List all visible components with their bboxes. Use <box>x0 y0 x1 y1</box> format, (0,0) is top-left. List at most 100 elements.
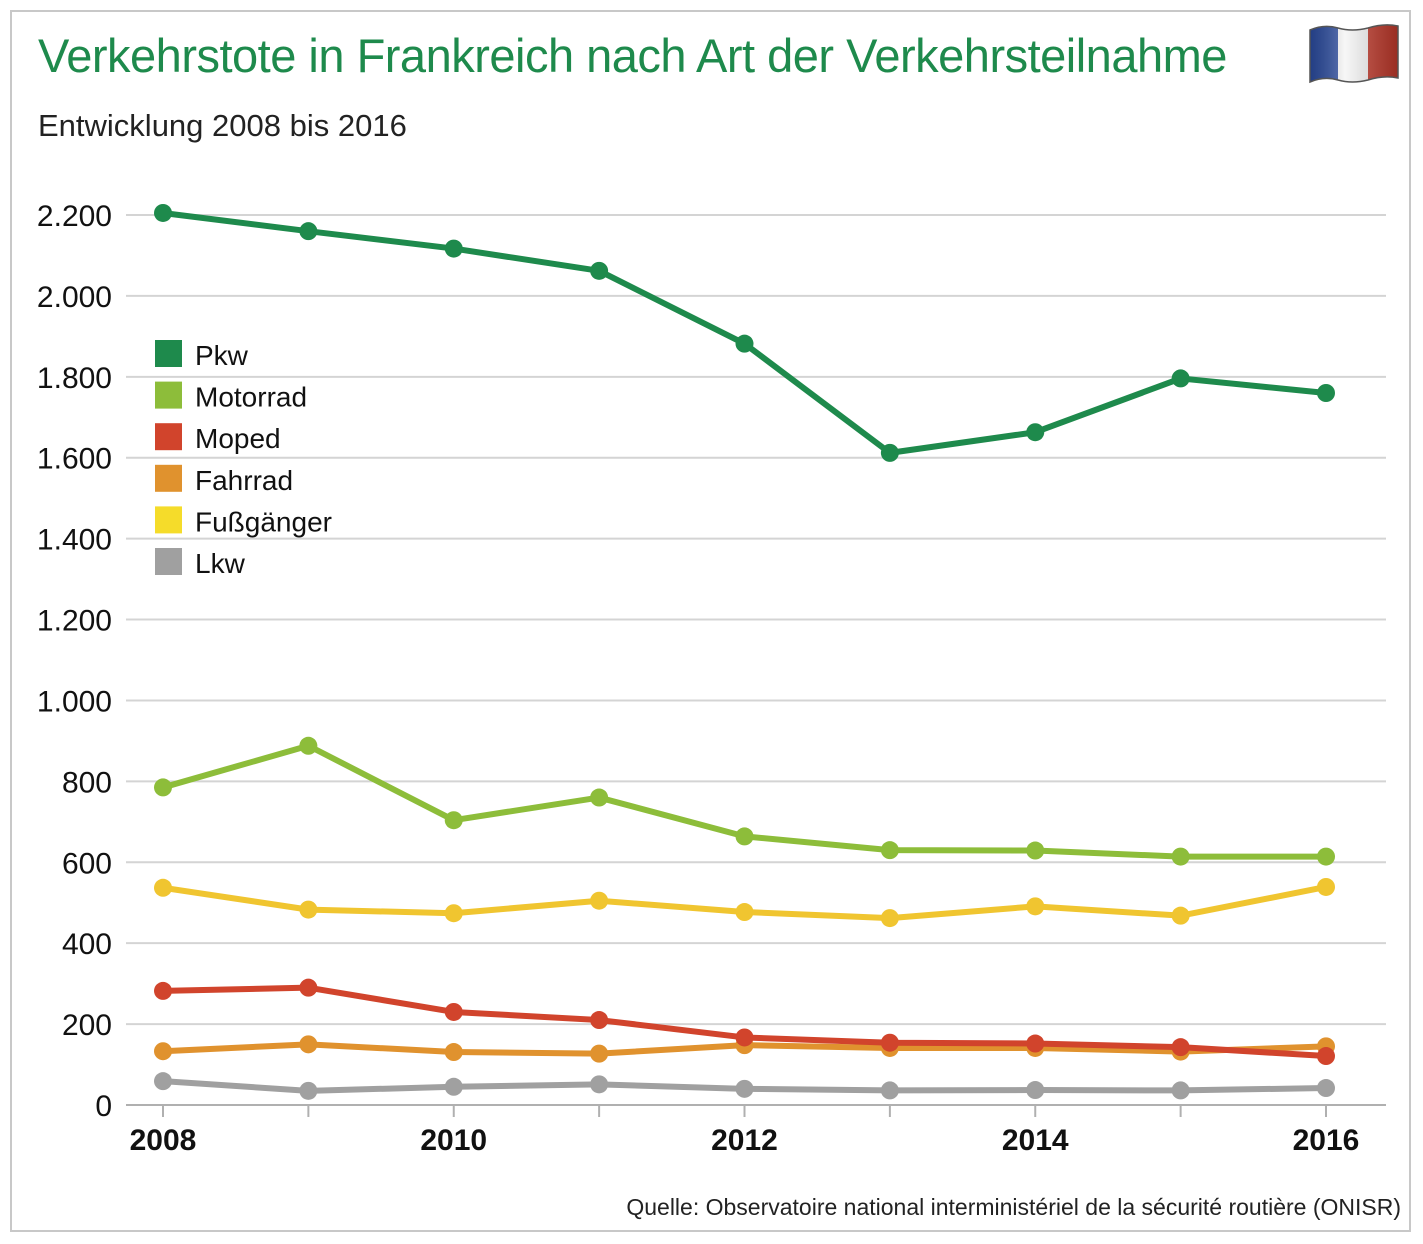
chart-subtitle: Entwicklung 2008 bis 2016 <box>38 108 407 143</box>
data-point <box>1317 384 1335 402</box>
legend-label: Lkw <box>195 548 246 579</box>
data-point <box>154 203 172 222</box>
series-motorrad <box>154 736 1335 866</box>
y-tick-label: 1.800 <box>37 362 112 395</box>
y-tick-label: 1.400 <box>37 524 112 557</box>
x-tick-label: 2010 <box>420 1124 487 1157</box>
series-fußgänger <box>154 877 1335 928</box>
y-tick-label: 400 <box>62 928 112 961</box>
series-line <box>160 209 1329 456</box>
legend-label: Motorrad <box>195 382 307 413</box>
x-tick-label: 2012 <box>711 1124 778 1157</box>
series-group <box>154 203 1335 1100</box>
data-point <box>590 788 609 807</box>
data-point <box>1317 877 1335 896</box>
legend-item: Lkw <box>155 548 246 579</box>
y-tick-label: 1.000 <box>37 685 112 718</box>
legend-item: Moped <box>155 423 281 454</box>
legend: Pkw Motorrad Moped Fahrrad Fußgänger Lkw <box>155 340 332 579</box>
y-tick-label: 2.200 <box>37 200 112 233</box>
legend-item: Fahrrad <box>155 464 293 496</box>
y-tick-label: 1.600 <box>37 443 112 476</box>
data-point <box>735 1079 754 1098</box>
data-point <box>735 903 754 922</box>
data-point <box>735 334 754 353</box>
data-point <box>1171 1038 1190 1057</box>
y-tick-label: 600 <box>62 847 112 880</box>
data-point <box>444 1077 463 1096</box>
data-point <box>1026 423 1045 442</box>
y-tick-label: 2.000 <box>37 281 112 314</box>
data-point <box>590 1044 609 1063</box>
data-point <box>154 878 172 897</box>
x-tick-label: 2016 <box>1293 1124 1360 1157</box>
x-axis: 2008 2010 2012 2014 2016 <box>130 1105 1360 1157</box>
legend-swatch <box>155 340 182 367</box>
data-point <box>154 981 172 1000</box>
data-point <box>1026 897 1045 916</box>
data-point <box>735 827 754 846</box>
chart-frame <box>10 10 1411 1232</box>
legend-swatch <box>155 423 182 451</box>
data-point <box>299 1081 318 1100</box>
legend-swatch <box>155 548 182 575</box>
data-point <box>1171 847 1190 866</box>
data-point <box>1171 369 1190 388</box>
chart-title: Verkehrstote in Frankreich nach Art der … <box>38 29 1227 82</box>
legend-item: Fußgänger <box>155 506 332 537</box>
data-point <box>1171 1081 1190 1100</box>
legend-item: Motorrad <box>155 381 307 413</box>
x-tick-label: 2008 <box>130 1124 197 1157</box>
data-point <box>880 443 899 462</box>
data-point <box>444 1002 463 1021</box>
data-point <box>1026 1034 1045 1053</box>
data-point <box>1317 847 1335 866</box>
data-point <box>1026 1081 1045 1100</box>
data-point <box>299 736 318 755</box>
y-tick-label: 800 <box>62 766 112 799</box>
legend-label: Fahrrad <box>195 465 293 496</box>
data-point <box>1317 1047 1335 1066</box>
data-point <box>1171 906 1190 925</box>
data-point <box>299 900 318 919</box>
legend-swatch <box>155 464 182 492</box>
y-tick-label: 1.200 <box>37 605 112 638</box>
data-point <box>154 778 172 797</box>
data-point <box>590 1075 609 1094</box>
data-point <box>880 1033 899 1052</box>
data-point <box>735 1028 754 1047</box>
data-point <box>299 1035 318 1054</box>
legend-label: Moped <box>195 423 281 454</box>
legend-label: Fußgänger <box>195 506 332 537</box>
gridlines <box>126 214 1386 1106</box>
data-point <box>590 1011 609 1030</box>
data-point <box>444 904 463 923</box>
legend-item: Pkw <box>155 340 249 371</box>
data-point <box>444 1043 463 1062</box>
data-point <box>880 841 899 860</box>
y-tick-label: 0 <box>95 1090 112 1123</box>
legend-swatch <box>155 381 182 409</box>
data-point <box>1317 1079 1335 1098</box>
data-point <box>1026 841 1045 860</box>
data-point <box>590 891 609 910</box>
source-note: Quelle: Observatoire national interminis… <box>626 1194 1401 1220</box>
data-point <box>299 978 318 997</box>
data-point <box>299 222 318 241</box>
data-point <box>880 909 899 928</box>
legend-label: Pkw <box>195 340 249 371</box>
data-point <box>444 239 463 258</box>
series-lkw <box>154 1072 1335 1100</box>
data-point <box>154 1042 172 1061</box>
data-point <box>444 811 463 830</box>
data-point <box>154 1072 172 1091</box>
france-flag-icon <box>1309 24 1399 84</box>
legend-swatch <box>155 506 182 534</box>
y-axis-ticks: 0 200 400 600 800 1.000 1.200 1.400 1.600 1.800 2.… <box>37 200 112 1123</box>
data-point <box>880 1081 899 1100</box>
series-pkw <box>154 203 1335 462</box>
x-tick-label: 2014 <box>1002 1124 1069 1157</box>
data-point <box>590 261 609 280</box>
series-moped <box>154 978 1335 1066</box>
